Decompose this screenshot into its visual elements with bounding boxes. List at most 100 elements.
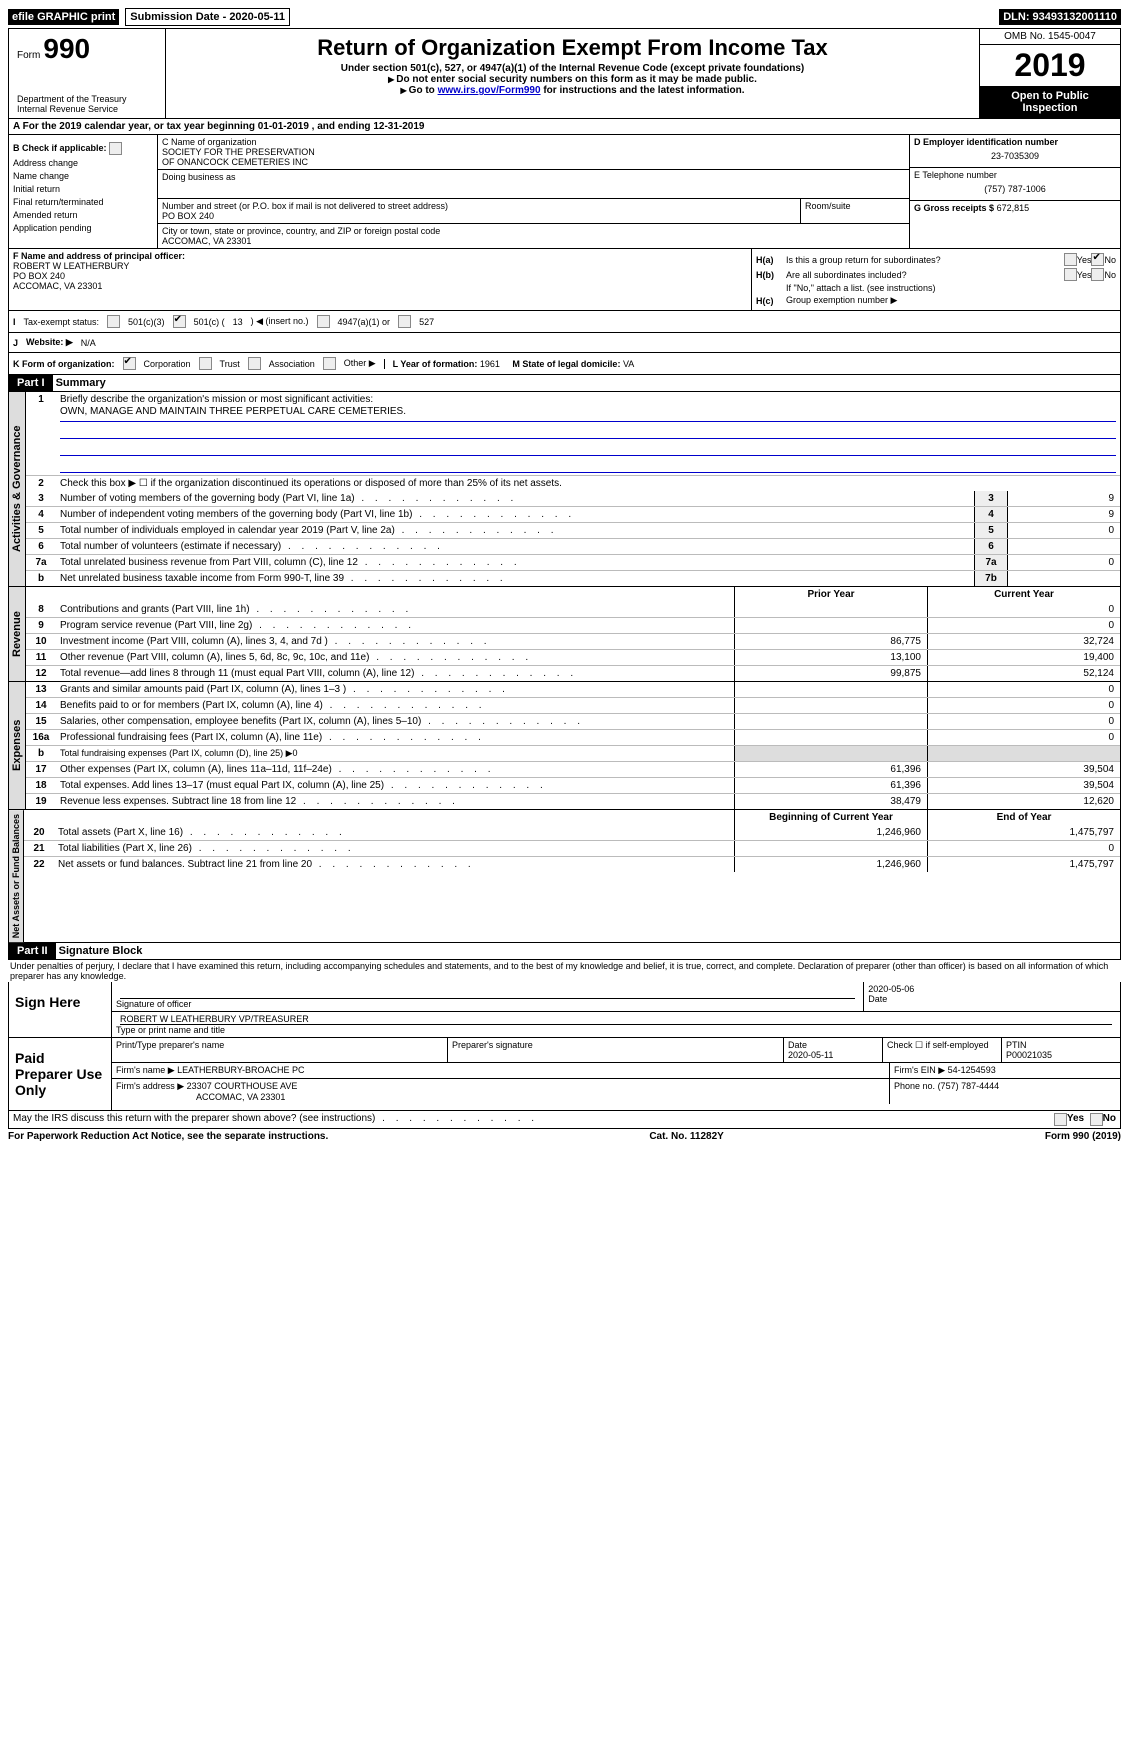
omb-number: OMB No. 1545-0047	[980, 29, 1120, 45]
firm-addr2: ACCOMAC, VA 23301	[116, 1092, 885, 1102]
city-value: ACCOMAC, VA 23301	[162, 236, 905, 246]
discuss-no[interactable]	[1090, 1113, 1103, 1126]
col-d-ein: D Employer identification number 23-7035…	[909, 135, 1120, 248]
summary-line: 20 Total assets (Part X, line 16) 1,246,…	[24, 825, 1120, 840]
part2-header: Part II	[9, 943, 56, 959]
state-domicile: VA	[623, 359, 634, 369]
ha-yes-checkbox[interactable]	[1064, 253, 1077, 266]
cb-application-pending: Application pending	[13, 223, 153, 233]
goto-suffix: for instructions and the latest informat…	[543, 85, 744, 96]
hb-yes-checkbox[interactable]	[1064, 268, 1077, 281]
end-year-header: End of Year	[927, 810, 1120, 825]
summary-line: 4 Number of independent voting members o…	[26, 506, 1120, 522]
paid-preparer-section: Paid Preparer Use Only Print/Type prepar…	[8, 1038, 1121, 1111]
prep-date: 2020-05-11	[788, 1050, 833, 1060]
perjury-text: Under penalties of perjury, I declare th…	[8, 960, 1121, 982]
cb-corporation[interactable]	[123, 357, 136, 370]
col-b-heading: B Check if applicable:	[13, 143, 107, 153]
form-header: Form 990 Department of the Treasury Inte…	[8, 28, 1121, 119]
firm-name: LEATHERBURY-BROACHE PC	[177, 1065, 304, 1075]
paid-preparer-label: Paid Preparer Use Only	[9, 1038, 112, 1110]
top-bar: efile GRAPHIC print Submission Date - 20…	[8, 8, 1121, 26]
hc-text: Group exemption number ▶	[786, 295, 897, 306]
footer-form: Form 990 (2019)	[1045, 1131, 1121, 1142]
summary-line: 13 Grants and similar amounts paid (Part…	[26, 682, 1120, 697]
hb-text: Are all subordinates included?	[786, 270, 1064, 280]
form-title: Return of Organization Exempt From Incom…	[170, 35, 975, 61]
date-label: Date	[868, 994, 887, 1004]
cb-amended-return: Amended return	[13, 210, 153, 220]
part1-title: Summary	[56, 377, 106, 389]
hb-note: If "No," attach a list. (see instruction…	[756, 283, 1116, 293]
ptin-value: P00021035	[1006, 1050, 1052, 1060]
summary-line: 11 Other revenue (Part VIII, column (A),…	[26, 649, 1120, 665]
hb-label: H(b)	[756, 270, 786, 280]
goto-link[interactable]: www.irs.gov/Form990	[438, 85, 541, 96]
department: Department of the Treasury Internal Reve…	[17, 94, 157, 114]
row-j-website: J Website: ▶ N/A	[8, 333, 1121, 353]
cb-initial-return: Initial return	[13, 184, 153, 194]
ha-text: Is this a group return for subordinates?	[786, 255, 1064, 265]
summary-line: 10 Investment income (Part VIII, column …	[26, 633, 1120, 649]
checkbox[interactable]	[109, 142, 122, 155]
page-footer: For Paperwork Reduction Act Notice, see …	[8, 1129, 1121, 1144]
prior-year-header: Prior Year	[734, 587, 927, 602]
print-name-label: Type or print name and title	[116, 1025, 225, 1035]
efile-label: efile GRAPHIC print	[8, 9, 119, 25]
ein-value: 23-7035309	[914, 147, 1116, 165]
note-ssn: Do not enter social security numbers on …	[170, 74, 975, 85]
summary-line: 7a Total unrelated business revenue from…	[26, 554, 1120, 570]
net-assets-section: Net Assets or Fund Balances Beginning of…	[8, 810, 1121, 943]
summary-line: 15 Salaries, other compensation, employe…	[26, 713, 1120, 729]
footer-cat: Cat. No. 11282Y	[649, 1131, 723, 1142]
footer-left: For Paperwork Reduction Act Notice, see …	[8, 1131, 328, 1142]
ha-no-checkbox[interactable]	[1091, 253, 1104, 266]
discuss-row: May the IRS discuss this return with the…	[8, 1111, 1121, 1129]
form-prefix: Form	[17, 50, 40, 61]
line1-label: Briefly describe the organization's miss…	[60, 394, 373, 405]
open-public: Open to Public Inspection	[980, 86, 1120, 118]
firm-addr1: 23307 COURTHOUSE AVE	[187, 1081, 298, 1091]
mission-text: OWN, MANAGE AND MAINTAIN THREE PERPETUAL…	[60, 405, 1116, 422]
side-net-assets: Net Assets or Fund Balances	[9, 810, 24, 942]
officer-addr2: ACCOMAC, VA 23301	[13, 281, 747, 291]
summary-line: 19 Revenue less expenses. Subtract line …	[26, 793, 1120, 809]
prep-sig-label: Preparer's signature	[448, 1038, 784, 1062]
expenses-section: Expenses 13 Grants and similar amounts p…	[8, 682, 1121, 810]
form-subtitle: Under section 501(c), 527, or 4947(a)(1)…	[170, 63, 975, 74]
section-bcd: B Check if applicable: Address change Na…	[8, 135, 1121, 249]
officer-name: ROBERT W LEATHERBURY	[13, 261, 747, 271]
submission-date: Submission Date - 2020-05-11	[125, 8, 290, 26]
cb-4947[interactable]	[317, 315, 330, 328]
summary-line: 6 Total number of volunteers (estimate i…	[26, 538, 1120, 554]
form-number: 990	[43, 33, 90, 64]
gross-value: 672,815	[997, 203, 1030, 213]
cb-association[interactable]	[248, 357, 261, 370]
cb-other[interactable]	[323, 357, 336, 370]
summary-line: 18 Total expenses. Add lines 13–17 (must…	[26, 777, 1120, 793]
officer-label: F Name and address of principal officer:	[13, 251, 185, 261]
side-revenue: Revenue	[9, 587, 26, 681]
cb-527[interactable]	[398, 315, 411, 328]
cb-501c[interactable]	[173, 315, 186, 328]
hb-no-checkbox[interactable]	[1091, 268, 1104, 281]
tax-year: 2019	[980, 45, 1120, 86]
row-k-form-org: K Form of organization: Corporation Trus…	[8, 353, 1121, 375]
room-label: Room/suite	[801, 199, 909, 223]
year-formation: 1961	[480, 359, 500, 369]
goto-prefix: Go to	[401, 85, 438, 96]
cb-trust[interactable]	[199, 357, 212, 370]
summary-line: 17 Other expenses (Part IX, column (A), …	[26, 761, 1120, 777]
cb-address-change: Address change	[13, 158, 153, 168]
officer-addr1: PO BOX 240	[13, 271, 747, 281]
dba-label: Doing business as	[162, 172, 905, 182]
sign-date: 2020-05-06	[868, 984, 1116, 994]
gross-label: G Gross receipts $	[914, 203, 994, 213]
firm-ein: 54-1254593	[948, 1065, 996, 1075]
part1-header: Part I	[9, 375, 53, 391]
prep-name-label: Print/Type preparer's name	[112, 1038, 448, 1062]
cb-501c3[interactable]	[107, 315, 120, 328]
discuss-yes[interactable]	[1054, 1113, 1067, 1126]
revenue-section: Revenue Prior Year Current Year 8 Contri…	[8, 587, 1121, 682]
summary-line: 9 Program service revenue (Part VIII, li…	[26, 617, 1120, 633]
